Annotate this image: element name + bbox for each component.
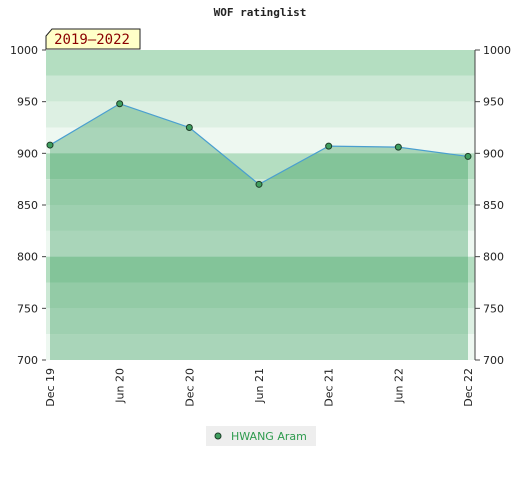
x-tick-label: Dec 22: [462, 368, 475, 407]
y-tick-label: 1000: [10, 44, 38, 57]
band: [46, 334, 475, 360]
y-tick-label: 800: [17, 251, 38, 264]
y2-tick-label: 800: [483, 251, 504, 264]
subtitle: 2019–2022: [54, 32, 130, 48]
band: [46, 153, 475, 180]
x-tick-label: Dec 20: [183, 368, 196, 407]
band: [46, 230, 475, 257]
band: [46, 282, 475, 309]
point: [46, 141, 54, 149]
y2-tick-label: 850: [483, 199, 504, 212]
y2-tick-label: 700: [483, 354, 504, 367]
point: [255, 180, 263, 188]
band: [46, 256, 475, 283]
point: [464, 152, 472, 160]
y2-tick-label: 950: [483, 96, 504, 109]
band: [46, 308, 475, 335]
point: [325, 142, 333, 150]
background-bands: [46, 50, 475, 360]
legend-label: HWANG Aram: [231, 430, 307, 443]
y-tick-label: 700: [17, 354, 38, 367]
plot: [46, 100, 472, 360]
band: [46, 127, 475, 154]
y-tick-label: 900: [17, 147, 38, 160]
band: [46, 75, 475, 102]
chart-title: WOF ratinglist: [214, 6, 307, 19]
point: [394, 143, 402, 151]
point: [116, 100, 124, 108]
y2-tick-label: 750: [483, 302, 504, 315]
y-tick-label: 950: [17, 96, 38, 109]
x-tick-label: Jun 22: [392, 368, 405, 404]
y2-tick-label: 1000: [483, 44, 511, 57]
point: [185, 124, 193, 131]
y-tick-label: 850: [17, 199, 38, 212]
subtitle-box: [45, 28, 141, 50]
legend-marker: [214, 432, 222, 440]
y2-tick-label: 900: [483, 147, 504, 160]
x-tick-label: Dec 19: [44, 368, 57, 407]
y-tick-label: 750: [17, 302, 38, 315]
x-tick-label: Jun 20: [114, 368, 127, 404]
x-tick-label: Jun 21: [253, 368, 266, 404]
band: [46, 50, 475, 76]
band: [46, 205, 475, 231]
area: [50, 103, 468, 360]
legend-box: [206, 426, 316, 446]
x-tick-label: Dec 21: [323, 368, 336, 407]
